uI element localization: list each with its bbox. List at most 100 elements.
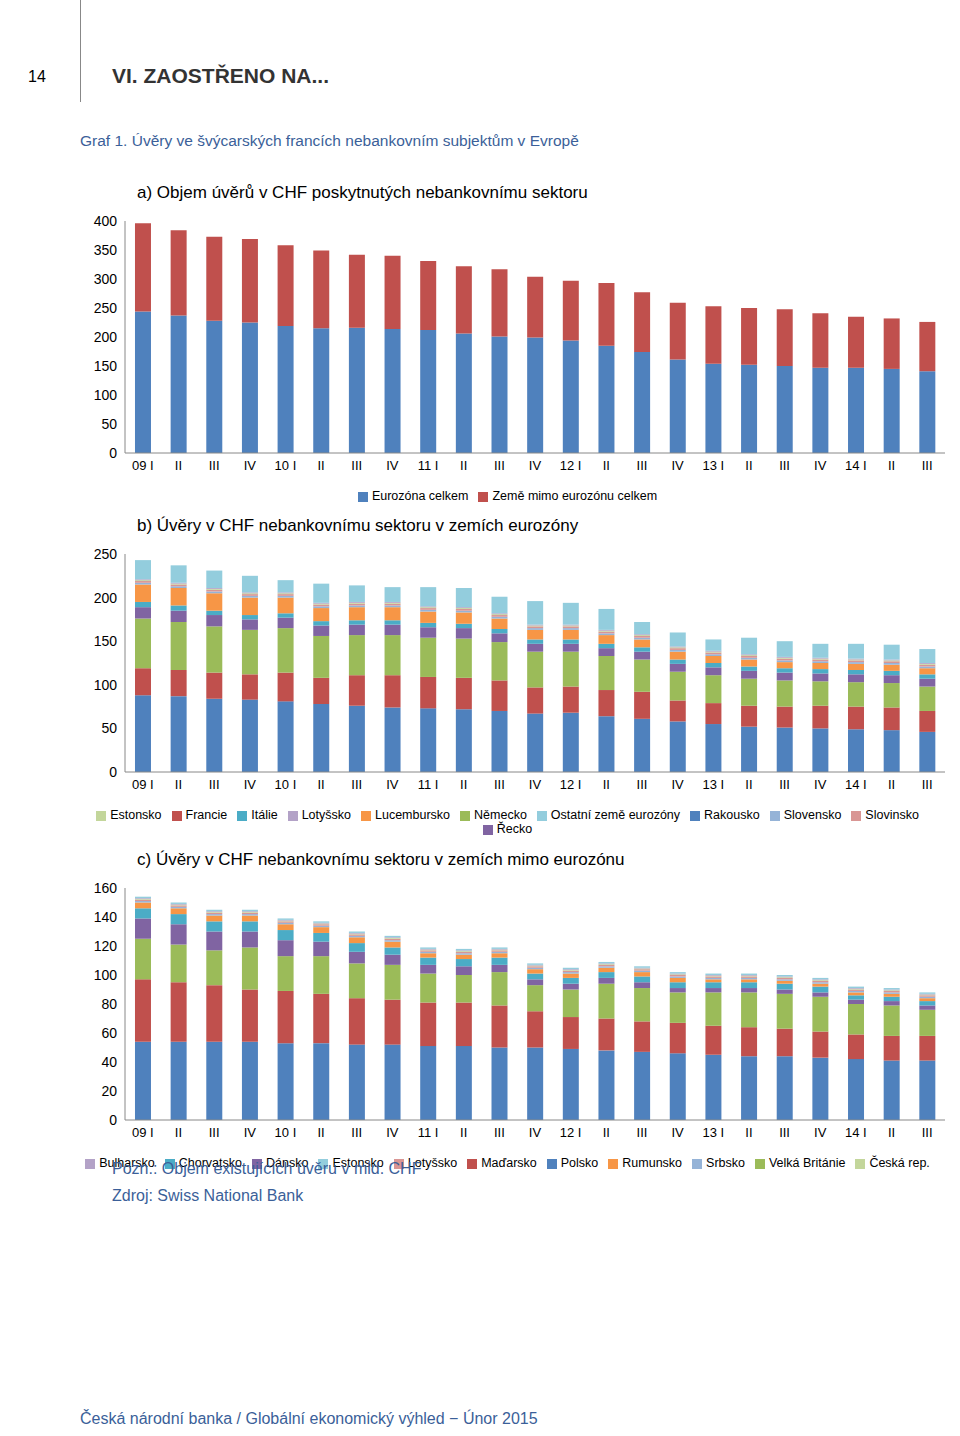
- svg-text:14 I: 14 I: [845, 777, 867, 792]
- svg-text:IV: IV: [386, 1125, 399, 1140]
- html-text:c) Úvěry v CHF nebankovnímu se: c) Úvěry v CHF nebankovnímu sektoru v ze…: [137, 850, 625, 869]
- svg-text:III: III: [922, 458, 933, 473]
- svg-text:III: III: [922, 777, 933, 792]
- svg-text:12 I: 12 I: [560, 777, 582, 792]
- svg-text:III: III: [779, 458, 790, 473]
- svg-text:II: II: [888, 777, 895, 792]
- svg-text:II: II: [603, 458, 610, 473]
- svg-text:09 I: 09 I: [132, 777, 154, 792]
- svg-text:IV: IV: [244, 777, 257, 792]
- svg-text:250: 250: [94, 300, 118, 316]
- svg-text:III: III: [922, 1125, 933, 1140]
- svg-text:II: II: [317, 458, 324, 473]
- svg-text:II: II: [745, 777, 752, 792]
- svg-text:120: 120: [94, 938, 118, 954]
- svg-text:IV: IV: [386, 458, 399, 473]
- svg-text:III: III: [494, 458, 505, 473]
- svg-text:200: 200: [94, 590, 118, 606]
- svg-text:III: III: [351, 777, 362, 792]
- svg-text:III: III: [637, 458, 648, 473]
- svg-text:III: III: [779, 1125, 790, 1140]
- svg-text:0: 0: [109, 764, 117, 780]
- svg-text:150: 150: [94, 633, 118, 649]
- svg-text:12 I: 12 I: [560, 458, 582, 473]
- svg-text:II: II: [603, 1125, 610, 1140]
- html-text:b) Úvěry v CHF nebankovnímu se: b) Úvěry v CHF nebankovnímu sektoru v ze…: [137, 516, 579, 535]
- svg-text:IV: IV: [814, 458, 827, 473]
- svg-text:III: III: [209, 458, 220, 473]
- svg-text:11 I: 11 I: [418, 777, 439, 792]
- svg-text:350: 350: [94, 242, 118, 258]
- svg-text:80: 80: [101, 996, 117, 1012]
- svg-text:11 I: 11 I: [418, 1125, 439, 1140]
- svg-text:IV: IV: [671, 777, 684, 792]
- svg-text:13 I: 13 I: [702, 1125, 724, 1140]
- svg-text:II: II: [460, 777, 467, 792]
- svg-text:300: 300: [94, 271, 118, 287]
- svg-text:12 I: 12 I: [560, 1125, 582, 1140]
- svg-text:250: 250: [94, 546, 118, 562]
- svg-text:III: III: [494, 1125, 505, 1140]
- svg-text:III: III: [351, 458, 362, 473]
- svg-text:III: III: [209, 777, 220, 792]
- svg-text:II: II: [460, 1125, 467, 1140]
- svg-text:14 I: 14 I: [845, 1125, 867, 1140]
- svg-text:10 I: 10 I: [275, 777, 297, 792]
- html-text:Pozn.: Objem existujících úvěr: Pozn.: Objem existujících úvěru v mld. C…: [112, 1160, 422, 1177]
- svg-text:IV: IV: [814, 777, 827, 792]
- svg-text:IV: IV: [529, 777, 542, 792]
- svg-text:II: II: [888, 1125, 895, 1140]
- svg-text:50: 50: [101, 720, 117, 736]
- svg-text:IV: IV: [386, 777, 399, 792]
- svg-text:IV: IV: [244, 1125, 257, 1140]
- svg-text:IV: IV: [814, 1125, 827, 1140]
- svg-text:10 I: 10 I: [275, 458, 297, 473]
- svg-text:0: 0: [109, 1112, 117, 1128]
- svg-text:IV: IV: [671, 1125, 684, 1140]
- svg-text:14 I: 14 I: [845, 458, 867, 473]
- svg-text:100: 100: [94, 677, 118, 693]
- svg-text:II: II: [175, 777, 182, 792]
- svg-text:10 I: 10 I: [275, 1125, 297, 1140]
- svg-text:IV: IV: [529, 1125, 542, 1140]
- svg-text:II: II: [317, 1125, 324, 1140]
- svg-text:III: III: [494, 777, 505, 792]
- svg-text:II: II: [603, 777, 610, 792]
- svg-text:13 I: 13 I: [702, 458, 724, 473]
- svg-text:II: II: [317, 777, 324, 792]
- svg-text:II: II: [745, 1125, 752, 1140]
- svg-text:IV: IV: [529, 458, 542, 473]
- svg-text:60: 60: [101, 1025, 117, 1041]
- svg-text:II: II: [888, 458, 895, 473]
- html-text:VI. ZAOSTŘENO NA...: VI. ZAOSTŘENO NA...: [112, 64, 329, 87]
- svg-text:140: 140: [94, 909, 118, 925]
- svg-text:III: III: [351, 1125, 362, 1140]
- svg-text:13 I: 13 I: [702, 777, 724, 792]
- svg-text:III: III: [779, 777, 790, 792]
- svg-text:II: II: [745, 458, 752, 473]
- svg-text:09 I: 09 I: [132, 458, 154, 473]
- svg-text:0: 0: [109, 445, 117, 461]
- svg-text:100: 100: [94, 967, 118, 983]
- svg-text:IV: IV: [244, 458, 257, 473]
- svg-text:II: II: [175, 458, 182, 473]
- svg-text:150: 150: [94, 358, 118, 374]
- svg-text:II: II: [460, 458, 467, 473]
- html-text:14: 14: [28, 68, 46, 85]
- html-text:Graf 1. Úvěry ve švýcarských f: Graf 1. Úvěry ve švýcarských francích ne…: [80, 132, 579, 149]
- svg-text:40: 40: [101, 1054, 117, 1070]
- svg-text:III: III: [209, 1125, 220, 1140]
- svg-text:11 I: 11 I: [418, 458, 439, 473]
- svg-text:160: 160: [94, 880, 118, 896]
- svg-text:IV: IV: [671, 458, 684, 473]
- svg-text:200: 200: [94, 329, 118, 345]
- svg-text:20: 20: [101, 1083, 117, 1099]
- svg-text:50: 50: [101, 416, 117, 432]
- svg-text:III: III: [637, 777, 648, 792]
- svg-text:400: 400: [94, 213, 118, 229]
- svg-text:100: 100: [94, 387, 118, 403]
- svg-text:09 I: 09 I: [132, 1125, 154, 1140]
- svg-text:II: II: [175, 1125, 182, 1140]
- html-text:a) Objem úvěrů v CHF poskytnut: a) Objem úvěrů v CHF poskytnutých nebank…: [137, 183, 588, 202]
- svg-text:III: III: [637, 1125, 648, 1140]
